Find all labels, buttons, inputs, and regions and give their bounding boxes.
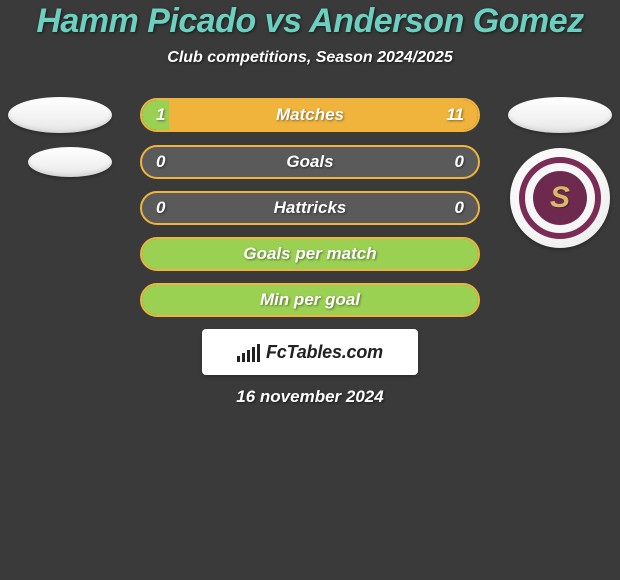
- page-subtitle: Club competitions, Season 2024/2025: [0, 49, 620, 67]
- stat-row-matches: 1 Matches 11: [0, 97, 620, 133]
- fctables-logo[interactable]: FcTables.com: [202, 329, 418, 375]
- right-badge-slot-1: [500, 97, 620, 133]
- bar-hattricks-right-value: 0: [455, 193, 464, 223]
- left-badge-slot-1: [0, 97, 120, 133]
- left-badge-slot-2: [0, 147, 120, 177]
- player1-ellipse-icon: [8, 97, 112, 133]
- bar-matches-label: Matches: [142, 100, 478, 130]
- bar-mpg-label: Min per goal: [142, 285, 478, 315]
- page-title: Hamm Picado vs Anderson Gomez: [0, 2, 620, 41]
- bar-hattricks: 0 Hattricks 0: [140, 191, 480, 225]
- update-date: 16 november 2024: [0, 387, 620, 407]
- bar-hattricks-label: Hattricks: [142, 193, 478, 223]
- bar-goals-right-value: 0: [455, 147, 464, 177]
- club-badge-letter: S: [533, 171, 587, 225]
- bar-goals-label: Goals: [142, 147, 478, 177]
- bar-matches: 1 Matches 11: [140, 98, 480, 132]
- player1-small-ellipse-icon: [28, 147, 112, 177]
- stat-row-goals: 0 Goals 0 S: [0, 145, 620, 179]
- content-root: Hamm Picado vs Anderson Gomez Club compe…: [0, 0, 620, 407]
- player2-ellipse-icon: [508, 97, 612, 133]
- bar-gpm: Goals per match: [140, 237, 480, 271]
- logo-text: FcTables.com: [266, 342, 383, 363]
- logo-bars-icon: [237, 342, 260, 362]
- stat-row-mpg: Min per goal: [0, 283, 620, 317]
- club-badge-icon: S: [510, 148, 610, 248]
- bar-mpg: Min per goal: [140, 283, 480, 317]
- bar-goals: 0 Goals 0: [140, 145, 480, 179]
- club-badge-ring: S: [519, 157, 601, 239]
- bar-gpm-label: Goals per match: [142, 239, 478, 269]
- bar-matches-right-value: 11: [446, 100, 464, 130]
